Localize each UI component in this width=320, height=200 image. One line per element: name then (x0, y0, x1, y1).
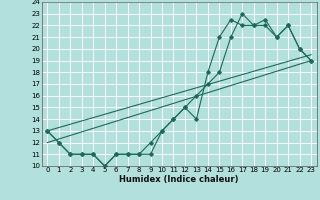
X-axis label: Humidex (Indice chaleur): Humidex (Indice chaleur) (119, 175, 239, 184)
